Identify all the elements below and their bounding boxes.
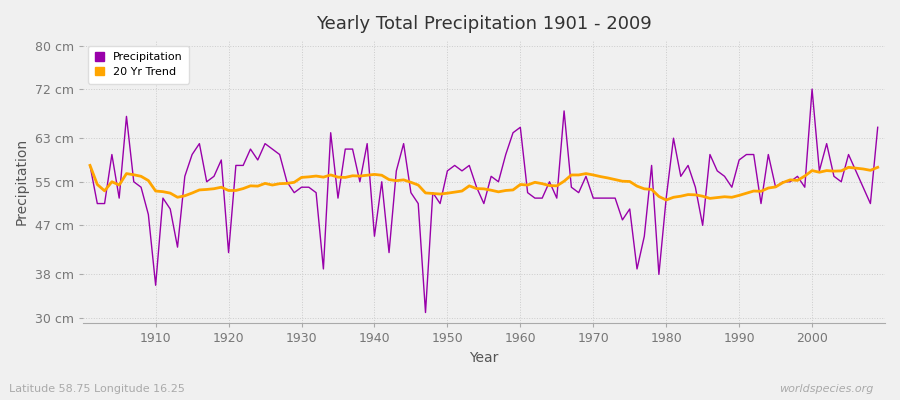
- Title: Yearly Total Precipitation 1901 - 2009: Yearly Total Precipitation 1901 - 2009: [316, 15, 652, 33]
- Legend: Precipitation, 20 Yr Trend: Precipitation, 20 Yr Trend: [88, 46, 189, 84]
- Y-axis label: Precipitation: Precipitation: [15, 138, 29, 225]
- X-axis label: Year: Year: [469, 351, 499, 365]
- Text: Latitude 58.75 Longitude 16.25: Latitude 58.75 Longitude 16.25: [9, 384, 184, 394]
- Text: worldspecies.org: worldspecies.org: [778, 384, 873, 394]
